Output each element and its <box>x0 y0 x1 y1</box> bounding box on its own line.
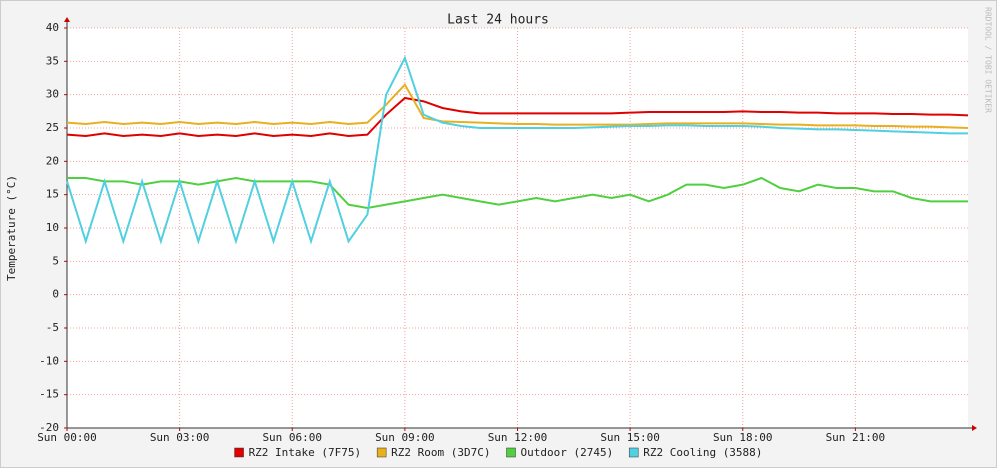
axis-arrow <box>64 17 70 22</box>
y-tick-label: 15 <box>46 188 59 201</box>
y-tick-label: -20 <box>39 421 59 434</box>
y-tick-label: 5 <box>52 254 59 267</box>
x-tick-label: Sun 12:00 <box>488 431 548 444</box>
y-tick-label: 20 <box>46 154 59 167</box>
watermark: RRDTOOL / TOBI OETIKER <box>984 7 993 113</box>
legend-label: Outdoor (2745) <box>521 446 614 459</box>
y-tick-label: -15 <box>39 388 59 401</box>
x-tick-label: Sun 18:00 <box>713 431 773 444</box>
legend-swatch <box>628 447 639 458</box>
y-tick-label: 25 <box>46 121 59 134</box>
x-tick-label: Sun 09:00 <box>375 431 435 444</box>
x-tick-label: Sun 06:00 <box>262 431 322 444</box>
series-line <box>66 55 968 245</box>
chart-title: Last 24 hours <box>447 13 549 28</box>
x-tick-label: Sun 00:00 <box>37 431 97 444</box>
y-tick-label: 0 <box>52 288 59 301</box>
y-tick-label: 30 <box>46 88 59 101</box>
legend-swatch <box>506 447 516 458</box>
legend-label: RZ2 Room (3D7C) <box>391 446 490 459</box>
y-tick-label: -10 <box>39 354 59 367</box>
series-line <box>66 96 969 138</box>
y-axis-label: Temperature (°C) <box>5 175 18 281</box>
y-tick-label: -5 <box>46 321 59 334</box>
legend-label: RZ2 Cooling (3588) <box>643 446 762 459</box>
legend-swatch <box>376 447 387 458</box>
y-tick-label: 10 <box>46 221 59 234</box>
series-line <box>66 82 969 129</box>
legend-label: RZ2 Intake (7F75) <box>249 446 362 459</box>
y-tick-label: 40 <box>46 21 59 34</box>
y-tick-label: 35 <box>46 54 59 67</box>
legend-swatch <box>234 447 244 458</box>
axis-arrow <box>972 425 977 431</box>
x-tick-label: Sun 03:00 <box>150 431 210 444</box>
x-tick-label: Sun 15:00 <box>600 431 660 444</box>
x-tick-label: Sun 21:00 <box>826 431 886 444</box>
